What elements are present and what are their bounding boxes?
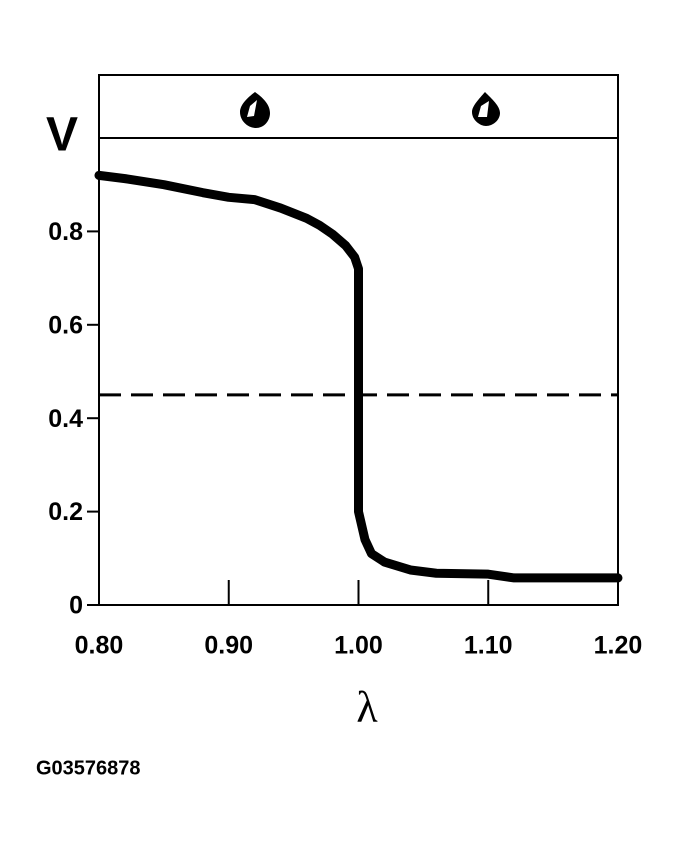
rich-icon <box>240 83 270 128</box>
figure-code: G03576878 <box>36 757 141 779</box>
x-axis-label: λ <box>356 683 378 732</box>
y-axis-label: V <box>46 109 78 162</box>
y-tick-label: 0.6 <box>48 311 83 339</box>
voltage-curve <box>94 170 623 583</box>
y-tick-label: 0 <box>69 592 83 620</box>
x-tick-label: 1.20 <box>594 632 643 660</box>
x-tick-label: 0.90 <box>204 632 253 660</box>
y-tick-label: 0.4 <box>48 405 83 433</box>
x-tick-label: 1.00 <box>334 632 383 660</box>
y-tick-label: 0.2 <box>48 498 83 526</box>
lean-icon <box>472 83 500 126</box>
y-tick-label: 0.8 <box>48 218 83 246</box>
x-tick-label: 0.80 <box>75 632 124 660</box>
x-tick-label: 1.10 <box>464 632 513 660</box>
